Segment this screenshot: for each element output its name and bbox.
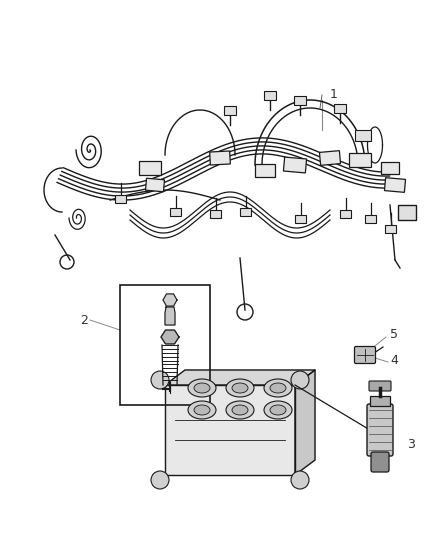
Polygon shape <box>295 370 315 475</box>
FancyBboxPatch shape <box>367 404 393 456</box>
Bar <box>295 215 306 223</box>
Ellipse shape <box>264 379 292 397</box>
Bar <box>398 205 416 220</box>
Bar <box>355 130 371 141</box>
Bar <box>210 210 221 218</box>
Ellipse shape <box>188 379 216 397</box>
Circle shape <box>151 371 169 389</box>
Bar <box>349 153 371 167</box>
Ellipse shape <box>226 401 254 419</box>
Bar <box>255 164 275 176</box>
Bar <box>115 195 126 203</box>
Text: 2: 2 <box>80 313 88 327</box>
Ellipse shape <box>232 405 248 415</box>
Bar <box>264 91 276 100</box>
Bar <box>370 396 390 406</box>
Polygon shape <box>165 307 175 325</box>
Ellipse shape <box>194 405 210 415</box>
Bar <box>139 161 161 175</box>
Polygon shape <box>163 294 177 306</box>
Text: 4: 4 <box>390 353 398 367</box>
Bar <box>365 215 376 223</box>
Bar <box>294 96 306 105</box>
Text: 5: 5 <box>390 328 398 342</box>
Bar <box>145 178 165 192</box>
Ellipse shape <box>270 405 286 415</box>
FancyBboxPatch shape <box>371 452 389 472</box>
Bar <box>120 285 210 405</box>
Bar <box>210 151 230 165</box>
Circle shape <box>291 471 309 489</box>
FancyBboxPatch shape <box>354 346 375 364</box>
Polygon shape <box>165 370 315 385</box>
Bar <box>240 208 251 216</box>
Bar <box>334 104 346 113</box>
Ellipse shape <box>232 383 248 393</box>
Circle shape <box>291 371 309 389</box>
Ellipse shape <box>188 401 216 419</box>
Ellipse shape <box>226 379 254 397</box>
Polygon shape <box>161 330 179 344</box>
Text: 3: 3 <box>407 439 415 451</box>
Bar <box>283 157 307 173</box>
Bar <box>170 208 181 216</box>
Bar <box>381 162 399 174</box>
Bar <box>385 177 406 192</box>
Ellipse shape <box>270 383 286 393</box>
Bar <box>340 210 351 218</box>
Bar <box>319 151 340 165</box>
Ellipse shape <box>264 401 292 419</box>
Ellipse shape <box>194 383 210 393</box>
Polygon shape <box>165 385 295 475</box>
Circle shape <box>151 471 169 489</box>
FancyBboxPatch shape <box>369 381 391 391</box>
Bar <box>385 225 396 233</box>
Bar <box>224 106 236 115</box>
Text: 1: 1 <box>330 88 338 101</box>
